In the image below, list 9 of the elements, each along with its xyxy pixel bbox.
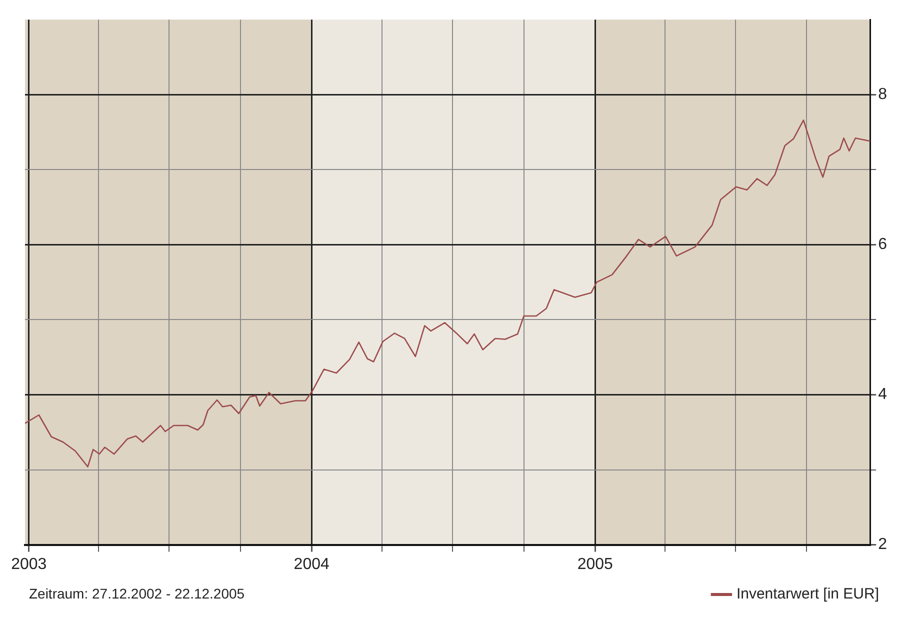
legend-label: Inventarwert [in EUR] [736, 586, 880, 603]
y-tick-label: 8 [878, 86, 888, 104]
x-tick-label: 2005 [577, 556, 614, 573]
text: Zeitraum: 27.12.2002 - 22.12.2005 [28, 585, 245, 602]
y-tick-label: 2 [878, 536, 888, 554]
x-tick-label: 2004 [294, 556, 330, 573]
x-tick-label: 2003 [11, 556, 47, 573]
y-tick-label: 4 [878, 386, 888, 404]
y-tick-label: 6 [878, 236, 888, 254]
